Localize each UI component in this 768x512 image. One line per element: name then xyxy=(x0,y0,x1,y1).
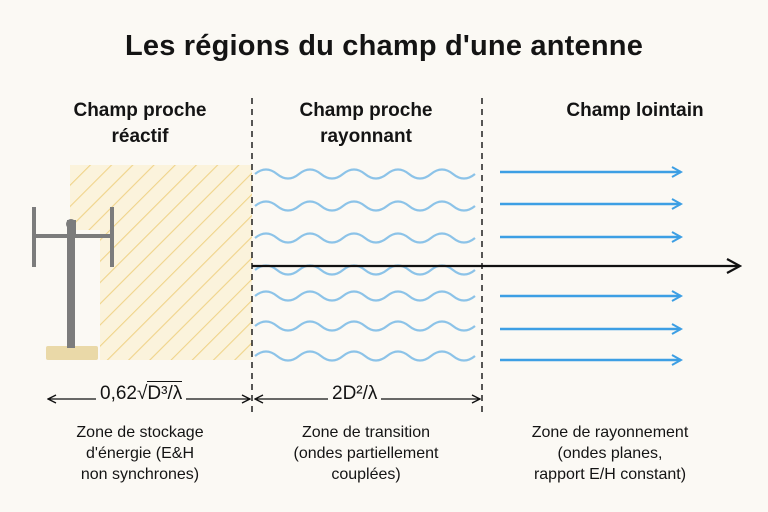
formula-radicand: D³/λ xyxy=(147,381,183,404)
description-line: Zone de rayonnement xyxy=(531,424,689,441)
heading-line: Champ lointain xyxy=(566,100,704,121)
wave-line xyxy=(254,168,476,180)
description-line: couplées) xyxy=(331,466,401,483)
heading-line: Champ proche xyxy=(299,100,433,121)
wave-line xyxy=(254,320,476,332)
description-line: rapport E/H constant) xyxy=(533,466,687,483)
sqrt-symbol: √ xyxy=(136,383,148,404)
description-far-field: Zone de rayonnement (ondes planes, rappo… xyxy=(500,422,720,485)
description-line: Zone de transition xyxy=(301,424,431,441)
wave-line xyxy=(254,350,476,362)
description-line: d'énergie (E&H xyxy=(86,445,194,462)
antenna-icon xyxy=(32,207,114,360)
region-heading-radiating-near-field: Champ proche rayonnant xyxy=(266,98,466,150)
formula-reactive-boundary: 0,62√D³/λ xyxy=(96,381,187,406)
region-heading-reactive-near-field: Champ proche réactif xyxy=(40,98,240,150)
wave-line xyxy=(254,232,476,244)
description-line: (ondes planes, xyxy=(557,445,663,462)
description-reactive-near-field: Zone de stockage d'énergie (E&H non sync… xyxy=(40,422,240,485)
diagram-title: Les régions du champ d'une antenne xyxy=(124,30,644,62)
region-heading-far-field: Champ lointain xyxy=(535,98,735,124)
description-radiating-near-field: Zone de transition (ondes partiellement … xyxy=(266,422,466,485)
heading-line: rayonnant xyxy=(320,126,412,147)
heading-line: Champ proche xyxy=(73,100,207,121)
description-line: (ondes partiellement xyxy=(293,445,439,462)
formula-radiating-boundary: 2D²/λ xyxy=(328,382,382,406)
far-field-arrows xyxy=(500,172,681,360)
formula-coefficient: 0,62 xyxy=(100,383,137,404)
heading-line: réactif xyxy=(111,126,169,147)
antenna-mast xyxy=(67,220,75,348)
wave-line xyxy=(254,200,476,212)
description-line: Zone de stockage xyxy=(76,424,204,441)
reactive-near-field-hatched-area xyxy=(70,165,252,360)
antenna-feed xyxy=(66,219,76,229)
wave-line xyxy=(254,290,476,302)
antenna-base xyxy=(46,346,98,360)
description-line: non synchrones) xyxy=(80,466,200,483)
